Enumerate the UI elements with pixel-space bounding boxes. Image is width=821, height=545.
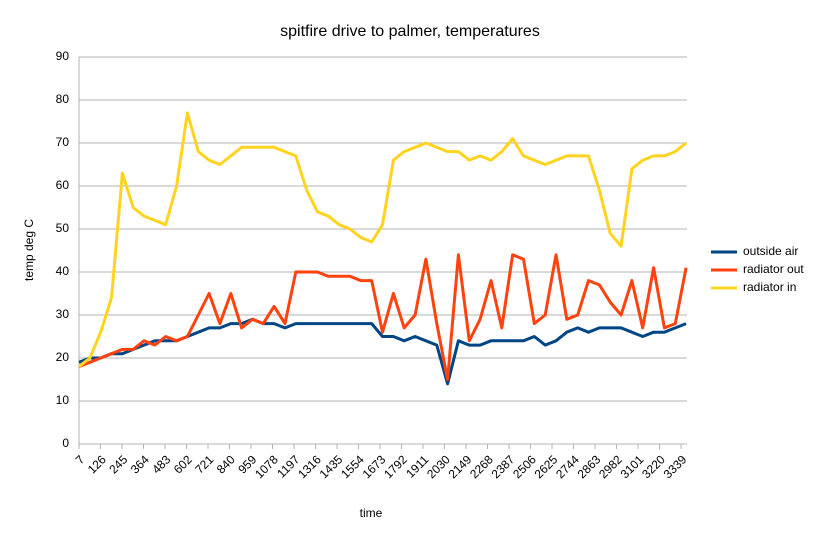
x-axis-title: time (360, 506, 383, 520)
y-tick-label: 30 (56, 307, 70, 321)
y-axis-title: temp deg C (22, 219, 36, 281)
legend-label: radiator in (743, 280, 796, 294)
legend-label: radiator out (743, 262, 804, 276)
y-tick-label: 90 (56, 49, 70, 63)
y-tick-label: 80 (56, 92, 70, 106)
series-line (78, 111, 688, 368)
y-tick-label: 0 (62, 436, 69, 450)
y-tick-label: 10 (56, 393, 70, 407)
y-tick-label: 50 (56, 221, 70, 235)
y-tick-label: 40 (56, 264, 70, 278)
chart-title: spitfire drive to palmer, temperatures (280, 23, 540, 40)
y-tick-label: 20 (56, 350, 70, 364)
y-tick-label: 70 (56, 135, 70, 149)
legend-label: outside air (743, 244, 798, 258)
y-tick-label: 60 (56, 178, 70, 192)
series-line (78, 253, 688, 381)
